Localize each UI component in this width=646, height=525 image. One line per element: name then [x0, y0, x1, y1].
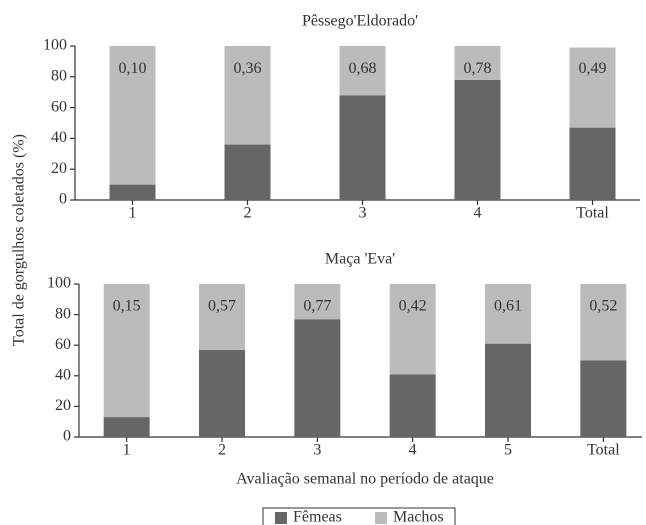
bar-annotation: 0,15 [113, 298, 141, 315]
bar-segment [294, 319, 341, 437]
bar-segment [109, 46, 156, 185]
bar-annotation: 0,49 [579, 60, 607, 77]
bar-annotation: 0,57 [208, 298, 236, 315]
y-tick-label: 20 [55, 397, 71, 414]
bar-segment [199, 284, 245, 350]
bar-annotation: 0,77 [303, 298, 331, 315]
bar-segment [103, 284, 150, 418]
x-tick-label: 1 [123, 442, 131, 459]
x-tick-label: 3 [313, 442, 321, 459]
legend-swatch [375, 512, 387, 524]
bar-segment [389, 374, 436, 437]
bar-segment [580, 360, 627, 437]
bar-annotation: 0,36 [234, 60, 262, 77]
bar-segment [580, 284, 627, 361]
y-tick-label: 100 [47, 275, 71, 292]
x-tick-label: 1 [129, 205, 137, 222]
y-tick-label: 80 [51, 67, 67, 84]
x-tick-label: 4 [474, 205, 482, 222]
bar-segment [294, 284, 341, 320]
x-tick-label: 2 [244, 205, 252, 222]
bar-annotation: 0,68 [349, 60, 377, 77]
bar-segment [569, 127, 616, 200]
legend-label: Fêmeas [293, 509, 342, 525]
chart-title: Maça 'Eva' [325, 251, 395, 268]
y-tick-label: 20 [51, 160, 67, 177]
x-tick-label: 4 [409, 442, 417, 459]
bar-segment [199, 349, 245, 437]
x-tick-label: 2 [218, 442, 226, 459]
bar-segment [224, 46, 271, 145]
chart-title: Pêssego'Eldorado' [302, 13, 418, 30]
y-tick-label: 60 [55, 336, 71, 353]
legend-swatch [275, 512, 287, 524]
bar-segment [339, 95, 386, 200]
bar-annotation: 0,52 [589, 298, 617, 315]
bar-segment [454, 79, 501, 200]
y-tick-label: 0 [59, 191, 67, 208]
y-tick-label: 0 [63, 428, 71, 445]
bar-segment [109, 184, 156, 200]
bar-segment [485, 284, 531, 344]
x-tick-label: Total [587, 442, 620, 459]
bar-segment [389, 284, 436, 375]
y-axis-label: Total de gorgulhos coletados (%) [11, 134, 28, 346]
bar-annotation: 0,61 [494, 298, 522, 315]
bar-segment [224, 144, 271, 200]
x-tick-label: Total [576, 205, 609, 222]
legend-label: Machos [393, 509, 444, 525]
bar-segment [569, 47, 616, 128]
bar-annotation: 0,78 [464, 60, 492, 77]
bar-segment [339, 46, 386, 96]
x-tick-label: 3 [359, 205, 367, 222]
bar-segment [454, 46, 501, 80]
y-tick-label: 60 [51, 98, 67, 115]
x-axis-label: Avaliação semanal no período de ataque [236, 471, 494, 488]
x-tick-label: 5 [504, 442, 512, 459]
y-tick-label: 80 [55, 305, 71, 322]
bar-segment [485, 343, 531, 437]
y-tick-label: 40 [55, 366, 71, 383]
bar-annotation: 0,42 [399, 298, 427, 315]
legend-box [262, 507, 456, 525]
bar-annotation: 0,10 [119, 60, 147, 77]
y-tick-label: 100 [43, 37, 67, 54]
y-tick-label: 40 [51, 129, 67, 146]
bar-segment [103, 417, 150, 437]
